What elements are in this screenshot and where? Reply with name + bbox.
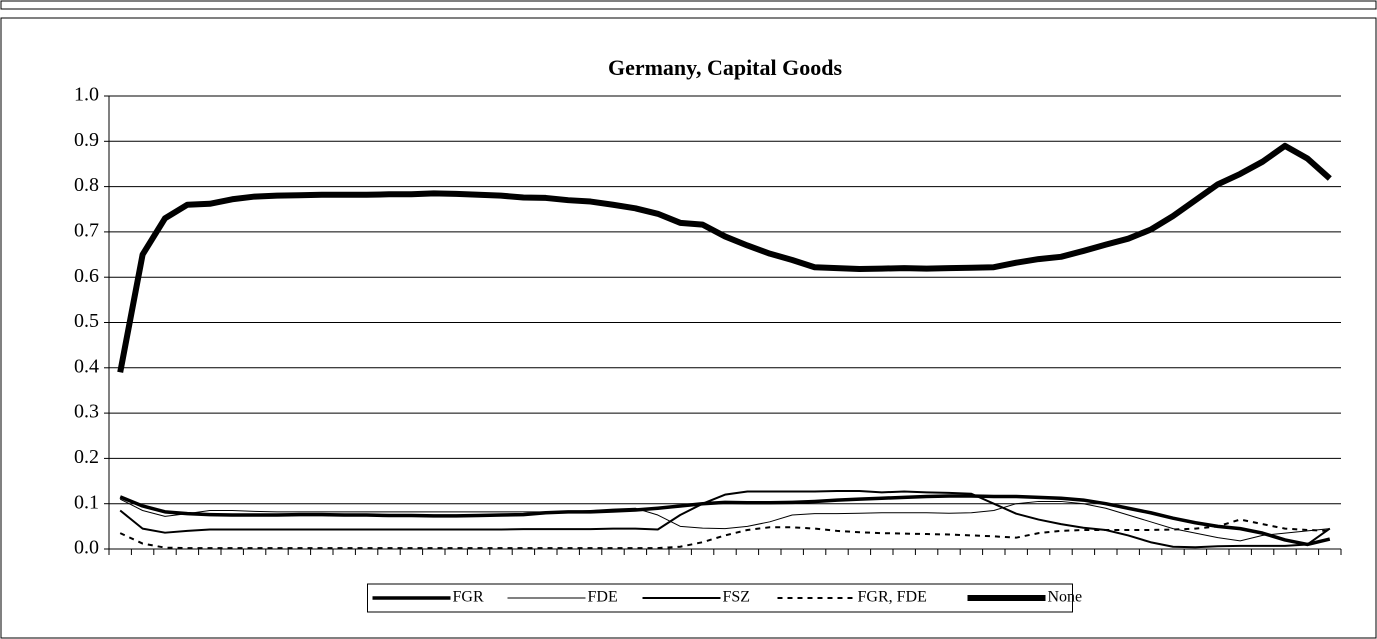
y-tick-label: 0.6 bbox=[74, 265, 99, 287]
series-line bbox=[119, 494, 1331, 547]
legend-label: FDE bbox=[588, 589, 618, 606]
y-tick-label: 0.5 bbox=[74, 310, 99, 332]
y-tick-label: 0.2 bbox=[74, 446, 99, 468]
series-line bbox=[117, 142, 1332, 373]
y-tick-label: 0.4 bbox=[74, 355, 99, 377]
series-line bbox=[119, 498, 1330, 542]
y-tick-label: 1.0 bbox=[74, 84, 99, 106]
top-frame bbox=[0, 0, 1377, 10]
y-tick-label: 0.8 bbox=[74, 174, 99, 196]
legend-label: FGR, FDE bbox=[858, 589, 927, 606]
chart-title: Germany, Capital Goods bbox=[608, 55, 843, 80]
series-line bbox=[119, 490, 1331, 549]
legend-label: FGR bbox=[453, 589, 484, 606]
y-tick-label: 0.7 bbox=[74, 219, 99, 241]
legend-label: None bbox=[1048, 589, 1083, 606]
y-tick-label: 0.3 bbox=[74, 401, 99, 423]
legend-label: FSZ bbox=[723, 589, 751, 606]
chart-frame bbox=[0, 17, 1377, 639]
y-tick-label: 0.9 bbox=[74, 129, 99, 151]
y-tick-label: 0.1 bbox=[74, 491, 99, 513]
series-line bbox=[119, 518, 1330, 550]
y-tick-label: 0.0 bbox=[74, 537, 99, 559]
